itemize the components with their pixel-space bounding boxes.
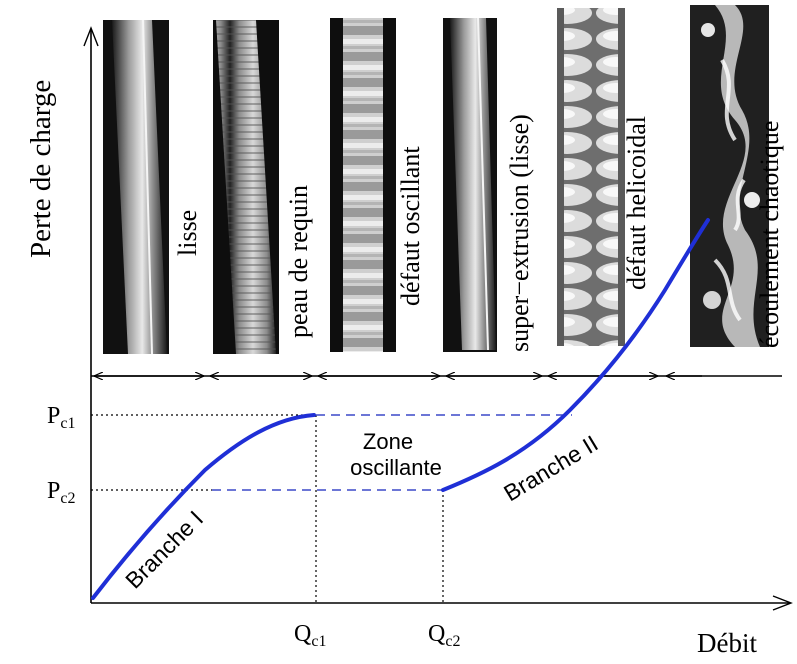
regime-label-super-extrusion: super−extrusion (lisse) bbox=[505, 114, 534, 352]
smooth-extrudate-photo bbox=[103, 19, 169, 355]
zone-label-line-2: oscillante bbox=[350, 455, 442, 480]
pressure-marks: Pc1 Pc2 bbox=[47, 403, 75, 507]
pc1-base: P bbox=[47, 403, 60, 429]
pc1-sub: c1 bbox=[60, 415, 75, 432]
oscillating-defect-photo bbox=[330, 18, 396, 352]
oscillating-zone-links bbox=[212, 414, 572, 491]
regime-labels: lisse peau de requin défaut oscillant su… bbox=[173, 114, 784, 352]
regime-label-peau-de-requin: peau de requin bbox=[284, 185, 313, 338]
pc2-sub: c2 bbox=[60, 490, 75, 507]
x-axis-arrow-icon bbox=[772, 595, 793, 611]
curve-labels: Branche I Branche II Zone oscillante bbox=[120, 429, 602, 594]
y-axis-label: Perte de charge bbox=[25, 80, 57, 258]
flow-curve bbox=[91, 218, 710, 600]
zone-label-line-1: Zone bbox=[363, 429, 413, 454]
qc2-label: Qc2 bbox=[428, 621, 460, 650]
pc2-label: Pc2 bbox=[47, 478, 75, 507]
chaotic-flow-photo bbox=[690, 5, 769, 347]
qc1-sub: c1 bbox=[311, 633, 326, 650]
sharkskin-extrudate-photo bbox=[213, 20, 279, 354]
qc1-base: Q bbox=[294, 621, 311, 647]
y-axis-arrow-icon bbox=[83, 26, 99, 47]
pc2-base: P bbox=[47, 478, 60, 504]
regime-label-defaut-oscillant: défaut oscillant bbox=[396, 146, 425, 306]
helical-defect-photo bbox=[557, 8, 625, 346]
regime-label-defaut-helicoidal: défaut helicoidal bbox=[622, 116, 651, 290]
qc2-base: Q bbox=[428, 621, 445, 647]
pc1-label: Pc1 bbox=[47, 403, 75, 432]
branch-1-curve bbox=[91, 413, 316, 600]
super-extrusion-photo bbox=[443, 17, 497, 352]
qc2-sub: c2 bbox=[445, 633, 460, 650]
guide-lines bbox=[91, 414, 444, 603]
regime-photos bbox=[103, 5, 769, 355]
branch-2-label: Branche II bbox=[499, 430, 602, 506]
qc1-label: Qc1 bbox=[294, 621, 326, 650]
flow-marks: Qc1 Qc2 bbox=[294, 621, 460, 650]
regime-label-lisse: lisse bbox=[173, 210, 202, 256]
x-axis-label: Débit bbox=[697, 628, 757, 658]
regime-label-ecoulement-chaotique: écoulement chaotique bbox=[755, 121, 784, 348]
branch-2-curve bbox=[441, 218, 710, 492]
axes: Perte de charge Débit bbox=[25, 26, 793, 658]
